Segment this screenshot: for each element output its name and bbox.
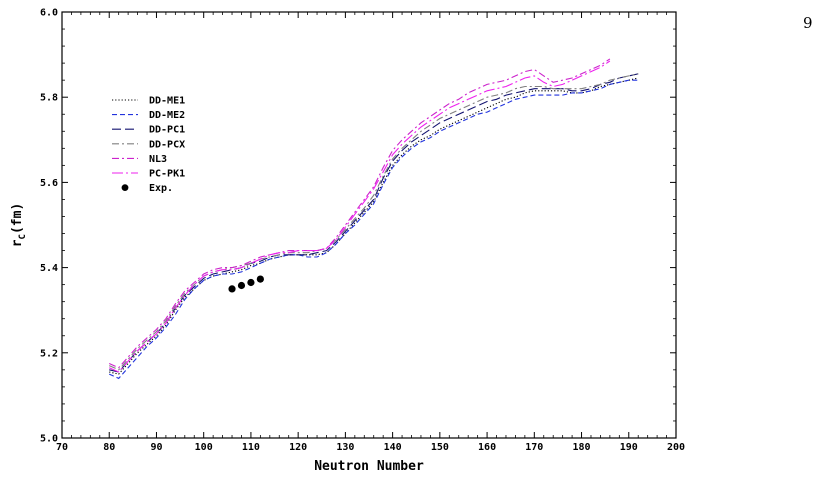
y-tick-label: 5.6 xyxy=(40,178,58,189)
x-tick-label: 200 xyxy=(667,442,685,453)
legend-label-dd-me1: DD-ME1 xyxy=(149,96,185,107)
x-tick-label: 70 xyxy=(56,442,68,453)
series-line-pc-pk1 xyxy=(108,60,611,373)
legend-label-nl3: NL3 xyxy=(149,154,167,165)
x-tick-label: 170 xyxy=(525,442,543,453)
data-point-exp xyxy=(247,278,255,287)
plot-frame xyxy=(61,11,677,439)
legend: DD-ME1 DD-ME2 DD-PC1 DD-PCX NL3 PC-PK1 Exp. xyxy=(112,96,185,194)
y-tick-label: 5.8 xyxy=(40,93,58,104)
x-tick-label: 150 xyxy=(431,442,449,453)
y-axis-label-main: r xyxy=(10,239,25,247)
data-point-exp xyxy=(237,281,246,290)
plot-marks xyxy=(108,58,639,380)
axes: 70 80 90 100 110 120 130 140 150 160 170 180 190 200 5… xyxy=(40,8,685,454)
data-point-exp xyxy=(228,285,236,293)
x-axis-label: Neutron Number xyxy=(314,459,424,474)
legend-label-exp: Exp. xyxy=(149,183,173,194)
x-tick-label: 130 xyxy=(336,442,354,453)
legend-label-pc-pk1: PC-PK1 xyxy=(149,169,185,180)
y-axis-label-sub: C xyxy=(18,234,28,239)
x-tick-label: 90 xyxy=(150,442,162,453)
y-axis-label-unit: (fm) xyxy=(10,203,25,234)
x-tick-label: 100 xyxy=(195,442,213,453)
series-line-dd-me2 xyxy=(108,79,639,380)
data-point-exp xyxy=(256,275,264,283)
x-tick-label: 110 xyxy=(242,442,260,453)
series-line-dd-me1 xyxy=(109,77,639,375)
x-tick-label: 120 xyxy=(289,442,307,453)
legend-label-dd-me2: DD-ME2 xyxy=(149,110,185,121)
series-line-dd-pcx xyxy=(108,73,639,371)
legend-marker-exp xyxy=(121,184,129,192)
y-tick-label: 6.0 xyxy=(40,8,58,19)
x-tick-label: 80 xyxy=(103,442,115,453)
svg-text:rC(fm): rC(fm) xyxy=(10,203,28,248)
page-number: 9 xyxy=(803,14,813,32)
series-line-dd-pc1 xyxy=(109,73,639,373)
x-tick-label: 180 xyxy=(573,442,591,453)
y-axis-label: rC(fm) xyxy=(10,203,28,248)
legend-label-dd-pc1: DD-PC1 xyxy=(149,125,185,136)
y-tick-label: 5.4 xyxy=(40,263,58,274)
y-tick-label: 5.0 xyxy=(40,434,58,445)
series-line-nl3 xyxy=(108,58,611,369)
legend-label-dd-pcx: DD-PCX xyxy=(149,139,185,150)
x-tick-label: 190 xyxy=(620,442,638,453)
x-tick-label: 160 xyxy=(478,442,496,453)
x-tick-label: 140 xyxy=(384,442,402,453)
y-tick-label: 5.2 xyxy=(40,348,58,359)
